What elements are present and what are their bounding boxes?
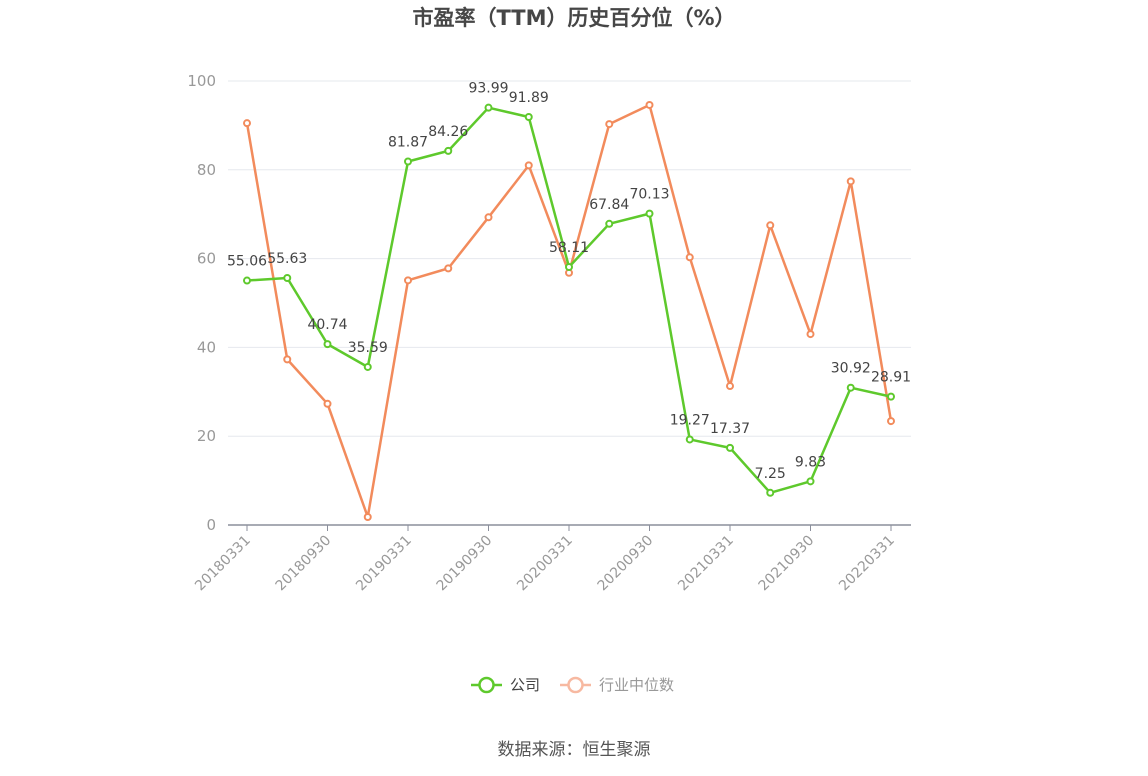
legend-marker: [478, 676, 495, 694]
series-point-1: [363, 513, 372, 522]
series-point-0: [363, 362, 372, 371]
series-point-1: [243, 119, 251, 128]
y-tick-label: 20: [197, 427, 216, 445]
series-point-0: [645, 209, 654, 218]
x-tick-label: 20190930: [434, 533, 496, 595]
data-label: 55.06: [227, 254, 267, 270]
x-tick-label: 20190331: [353, 533, 415, 595]
x-axis-ticks: 20180331 20180930 20190331 20190930 20200331…: [192, 525, 898, 594]
series-point-0: [685, 435, 694, 444]
legend-label: 公司: [510, 676, 540, 694]
legend-label: 行业中位数: [599, 676, 674, 694]
series-point-0: [846, 383, 855, 392]
data-label: 81.87: [388, 134, 428, 150]
data-label: 7.25: [755, 466, 786, 482]
y-tick-label: 100: [187, 72, 216, 90]
legend: 公司 行业中位数: [471, 676, 674, 694]
data-label: 67.84: [589, 197, 629, 213]
data-label: 30.92: [831, 361, 871, 377]
y-axis-ticks: 0 20 40 60 80 100: [187, 72, 216, 534]
series-point-0: [524, 113, 533, 122]
y-tick-label: 40: [197, 338, 216, 356]
data-label: 91.89: [509, 90, 549, 106]
series-line-0: [246, 106, 892, 495]
data-label: 35.59: [348, 340, 388, 356]
data-label: 58.11: [549, 240, 589, 256]
series-point-0: [726, 443, 734, 452]
series-point-1: [323, 399, 332, 408]
series-point-0: [766, 488, 775, 497]
series-point-1: [685, 253, 694, 262]
series-point-1: [887, 417, 895, 426]
data-label: 9.83: [795, 454, 826, 470]
data-label: 84.26: [428, 124, 468, 140]
data-label: 40.74: [307, 317, 347, 333]
data-label: 28.91: [871, 370, 911, 386]
legend-marker: [567, 676, 584, 694]
series-point-1: [524, 161, 533, 170]
series-point-1: [766, 221, 775, 230]
series-point-1: [605, 120, 614, 129]
series-point-1: [283, 355, 292, 364]
series-point-0: [565, 262, 573, 271]
series-group: [243, 100, 895, 522]
x-tick-label: 20220331: [836, 533, 898, 595]
series-point-0: [484, 103, 493, 112]
series-point-0: [404, 157, 412, 166]
series-point-1: [484, 213, 493, 222]
data-label: 17.37: [710, 421, 750, 437]
y-tick-label: 0: [206, 516, 216, 534]
y-tick-label: 80: [197, 161, 216, 179]
data-label: 93.99: [468, 81, 508, 97]
x-tick-label: 20200930: [595, 533, 657, 595]
series-point-1: [806, 330, 815, 339]
series-point-0: [323, 340, 332, 349]
x-tick-label: 20200331: [514, 533, 576, 595]
data-label: 70.13: [629, 187, 669, 203]
series-point-1: [444, 264, 453, 273]
series-point-0: [243, 276, 251, 285]
series-point-1: [846, 177, 855, 186]
series-point-1: [726, 382, 734, 391]
x-tick-label: 20210331: [675, 533, 737, 595]
y-tick-label: 60: [197, 250, 216, 268]
x-tick-label: 20210930: [756, 533, 818, 595]
series-point-0: [887, 392, 895, 401]
grid-lines: [228, 80, 911, 437]
series-point-1: [404, 276, 412, 285]
series-point-1: [645, 100, 654, 109]
x-tick-label: 20180930: [273, 533, 335, 595]
series-point-0: [605, 219, 614, 228]
chart-title: 市盈率（TTM）历史百分位（%）: [412, 6, 735, 30]
series-point-0: [283, 274, 292, 283]
x-tick-label: 20180331: [192, 533, 254, 595]
series-point-0: [444, 146, 453, 155]
data-label: 19.27: [670, 412, 710, 428]
series-point-0: [806, 477, 815, 486]
data-label: 55.63: [267, 251, 307, 267]
source-text: 数据来源：恒生聚源: [498, 740, 651, 760]
